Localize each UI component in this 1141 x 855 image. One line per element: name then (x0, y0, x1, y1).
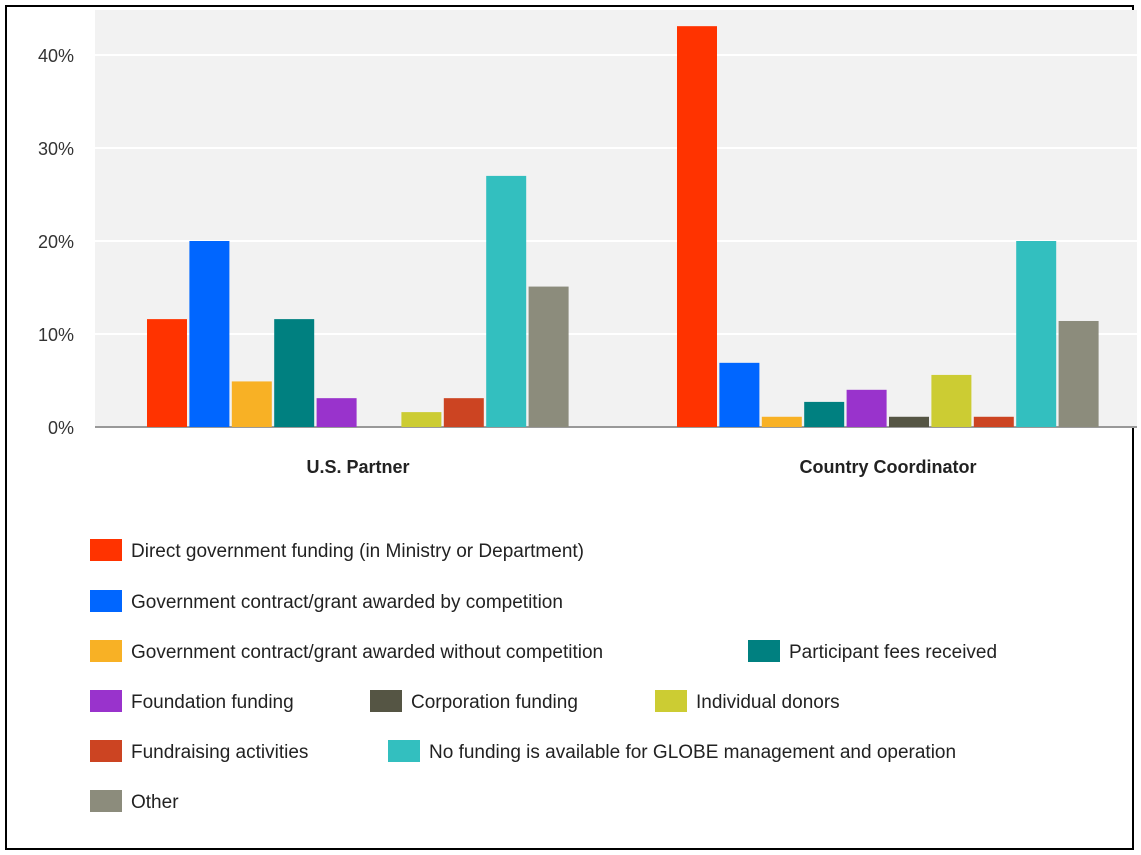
legend-swatch (90, 690, 122, 712)
bar (931, 374, 972, 427)
legend-swatch (748, 640, 780, 662)
bar (401, 412, 442, 427)
legend-swatch (388, 740, 420, 762)
bar (274, 319, 315, 427)
y-tick-label: 20% (38, 232, 74, 252)
x-axis-categories: U.S. Partner Country Coordinator (306, 457, 976, 477)
bar (189, 241, 230, 427)
bar (443, 398, 484, 427)
legend-label: Government contract/grant awarded withou… (131, 642, 603, 663)
legend-label: Individual donors (696, 692, 840, 713)
legend-swatch (90, 539, 122, 561)
legend-swatch (90, 740, 122, 762)
y-tick-label: 10% (38, 325, 74, 345)
y-tick-label: 30% (38, 139, 74, 159)
legend-item: Foundation funding (90, 690, 294, 713)
legend-item: Government contract/grant awarded by com… (90, 590, 563, 613)
plot-area (95, 10, 1137, 427)
legend-swatch (370, 690, 402, 712)
legend-item: Direct government funding (in Ministry o… (90, 539, 584, 562)
legend-swatch (90, 590, 122, 612)
bar (761, 416, 802, 427)
bar (889, 416, 929, 427)
y-tick-label: 40% (38, 46, 74, 66)
y-tick-label: 0% (48, 418, 74, 438)
legend-label: No funding is available for GLOBE manage… (429, 742, 956, 763)
legend: Direct government funding (in Ministry o… (90, 539, 997, 813)
legend-label: Corporation funding (411, 692, 578, 713)
legend-label: Other (131, 792, 179, 813)
legend-label: Fundraising activities (131, 742, 308, 763)
bar (147, 319, 187, 427)
gridlines (95, 10, 1137, 428)
bar (719, 362, 760, 427)
bar (804, 401, 845, 427)
legend-swatch (90, 640, 122, 662)
bar (231, 381, 272, 427)
legend-item: Other (90, 790, 179, 813)
bar (316, 398, 357, 427)
legend-label: Government contract/grant awarded by com… (131, 592, 563, 613)
bar (528, 286, 569, 427)
bars (147, 26, 1099, 427)
legend-item: Government contract/grant awarded withou… (90, 640, 603, 663)
legend-label: Participant fees received (789, 642, 997, 663)
legend-item: No funding is available for GLOBE manage… (388, 740, 956, 763)
legend-item: Individual donors (655, 690, 840, 713)
x-category-label: Country Coordinator (800, 457, 977, 477)
legend-label: Foundation funding (131, 692, 294, 713)
legend-item: Corporation funding (370, 690, 578, 713)
x-category-label: U.S. Partner (306, 457, 409, 477)
y-axis-ticks: 0% 10% 20% 30% 40% (38, 46, 74, 438)
legend-swatch (90, 790, 122, 812)
legend-swatch (655, 690, 687, 712)
bar (1058, 320, 1099, 427)
legend-item: Participant fees received (748, 640, 997, 663)
bar (973, 416, 1014, 427)
bar (846, 389, 887, 427)
bar (677, 26, 717, 427)
bar (486, 175, 527, 427)
legend-item: Fundraising activities (90, 740, 308, 763)
legend-label: Direct government funding (in Ministry o… (131, 541, 584, 562)
bar (1016, 241, 1057, 427)
